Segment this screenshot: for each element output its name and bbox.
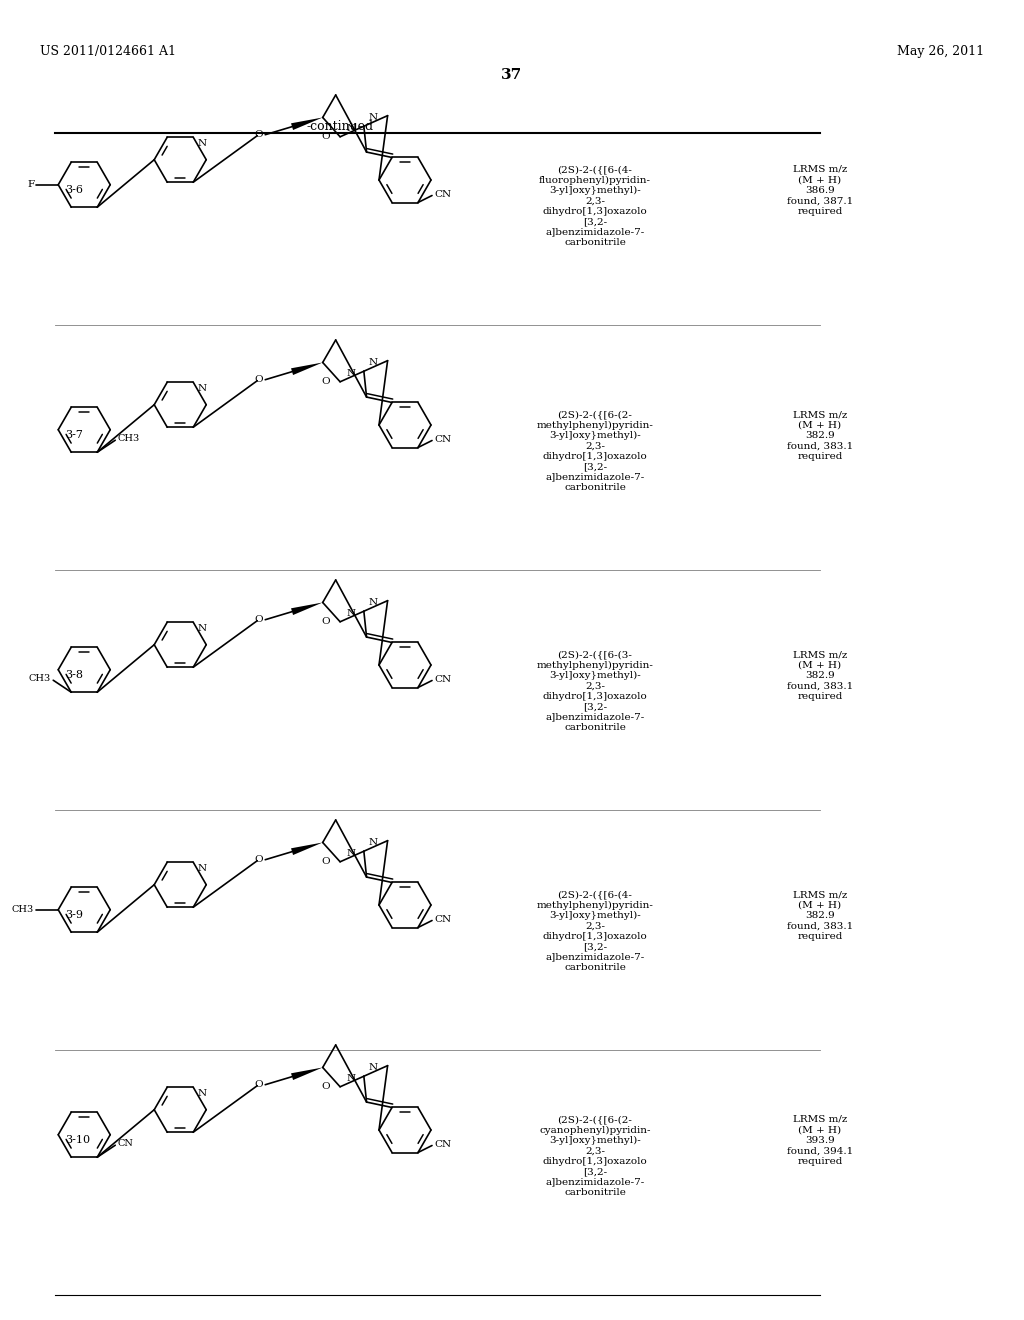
Text: (2S)-2-({[6-(2-
cyanophenyl)pyridin-
3-yl]oxy}methyl)-
2,3-
dihydro[1,3]oxazolo
: (2S)-2-({[6-(2- cyanophenyl)pyridin- 3-y… xyxy=(540,1115,650,1197)
Text: LRMS m/z
(M + H)
382.9
found, 383.1
required: LRMS m/z (M + H) 382.9 found, 383.1 requ… xyxy=(786,890,853,941)
Text: N: N xyxy=(198,384,207,393)
Text: CH3: CH3 xyxy=(29,673,51,682)
Text: CH3: CH3 xyxy=(12,906,34,915)
Text: (2S)-2-({[6-(3-
methylphenyl)pyridin-
3-yl]oxy}methyl)-
2,3-
dihydro[1,3]oxazolo: (2S)-2-({[6-(3- methylphenyl)pyridin- 3-… xyxy=(537,649,653,733)
Text: 37: 37 xyxy=(502,69,522,82)
Text: N: N xyxy=(369,358,378,367)
Text: O: O xyxy=(322,857,330,866)
Polygon shape xyxy=(291,117,323,131)
Text: N: N xyxy=(369,838,378,847)
Text: LRMS m/z
(M + H)
382.9
found, 383.1
required: LRMS m/z (M + H) 382.9 found, 383.1 requ… xyxy=(786,649,853,701)
Text: LRMS m/z
(M + H)
393.9
found, 394.1
required: LRMS m/z (M + H) 393.9 found, 394.1 requ… xyxy=(786,1115,853,1166)
Text: CN: CN xyxy=(434,675,452,684)
Text: CN: CN xyxy=(434,915,452,924)
Text: O: O xyxy=(322,132,330,141)
Text: O: O xyxy=(322,378,330,387)
Text: N: N xyxy=(347,1073,356,1082)
Text: -continued: -continued xyxy=(306,120,374,133)
Text: N: N xyxy=(369,598,378,607)
Text: N: N xyxy=(347,849,356,858)
Text: CN: CN xyxy=(434,436,452,444)
Text: CH3: CH3 xyxy=(117,434,139,442)
Text: May 26, 2011: May 26, 2011 xyxy=(897,45,984,58)
Polygon shape xyxy=(291,602,323,615)
Text: O: O xyxy=(255,375,263,384)
Text: N: N xyxy=(347,368,356,378)
Text: LRMS m/z
(M + H)
382.9
found, 383.1
required: LRMS m/z (M + H) 382.9 found, 383.1 requ… xyxy=(786,411,853,461)
Text: 3-8: 3-8 xyxy=(65,671,83,680)
Text: O: O xyxy=(255,131,263,139)
Text: F: F xyxy=(27,181,34,189)
Text: O: O xyxy=(255,615,263,624)
Text: 3-9: 3-9 xyxy=(65,909,83,920)
Text: N: N xyxy=(198,865,207,874)
Text: N: N xyxy=(198,1089,207,1098)
Text: (2S)-2-({[6-(4-
methylphenyl)pyridin-
3-yl]oxy}methyl)-
2,3-
dihydro[1,3]oxazolo: (2S)-2-({[6-(4- methylphenyl)pyridin- 3-… xyxy=(537,890,653,972)
Text: N: N xyxy=(347,124,356,133)
Text: N: N xyxy=(347,609,356,618)
Text: CN: CN xyxy=(117,1139,133,1147)
Text: N: N xyxy=(369,1063,378,1072)
Text: 3-10: 3-10 xyxy=(65,1135,90,1144)
Polygon shape xyxy=(291,842,323,855)
Polygon shape xyxy=(291,1068,323,1080)
Text: O: O xyxy=(322,1082,330,1092)
Text: (2S)-2-({[6-(2-
methylphenyl)pyridin-
3-yl]oxy}methyl)-
2,3-
dihydro[1,3]oxazolo: (2S)-2-({[6-(2- methylphenyl)pyridin- 3-… xyxy=(537,411,653,492)
Text: O: O xyxy=(255,855,263,865)
Text: (2S)-2-({[6-(4-
fluorophenyl)pyridin-
3-yl]oxy}methyl)-
2,3-
dihydro[1,3]oxazolo: (2S)-2-({[6-(4- fluorophenyl)pyridin- 3-… xyxy=(539,165,651,247)
Text: O: O xyxy=(255,1080,263,1089)
Text: 3-6: 3-6 xyxy=(65,185,83,195)
Polygon shape xyxy=(291,363,323,375)
Text: CN: CN xyxy=(434,1140,452,1148)
Text: US 2011/0124661 A1: US 2011/0124661 A1 xyxy=(40,45,176,58)
Text: N: N xyxy=(198,139,207,148)
Text: 3-7: 3-7 xyxy=(65,430,83,440)
Text: CN: CN xyxy=(434,190,452,199)
Text: N: N xyxy=(369,114,378,123)
Text: O: O xyxy=(322,618,330,626)
Text: N: N xyxy=(198,624,207,634)
Text: LRMS m/z
(M + H)
386.9
found, 387.1
required: LRMS m/z (M + H) 386.9 found, 387.1 requ… xyxy=(786,165,853,215)
